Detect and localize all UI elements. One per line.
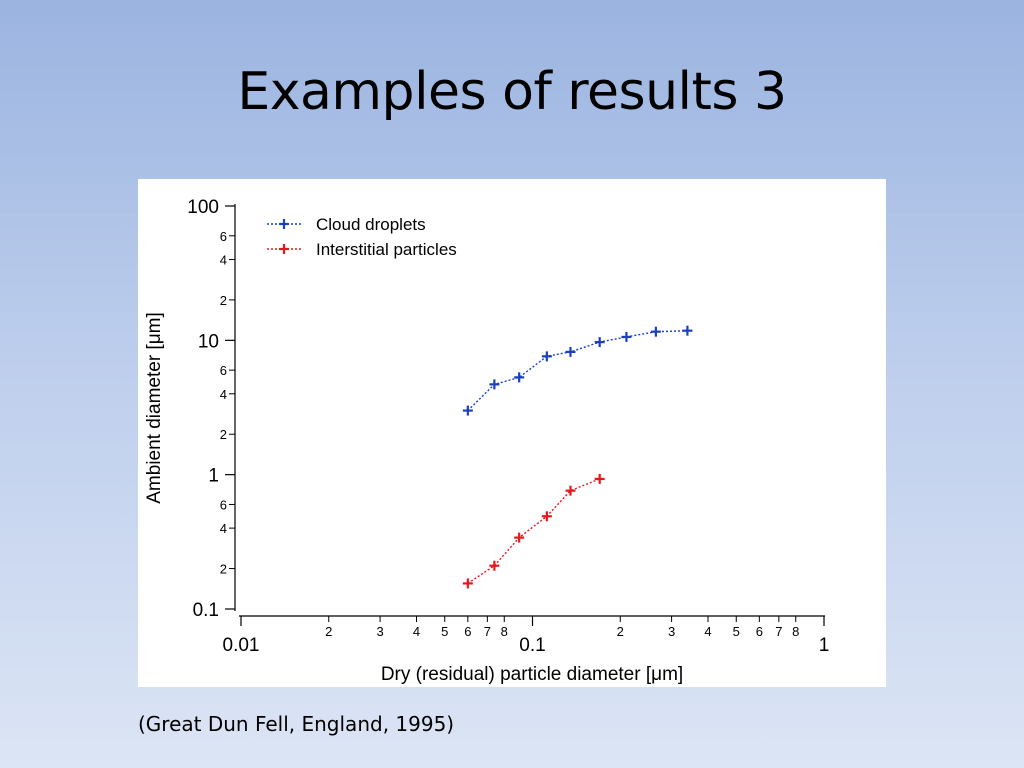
x-major-tick-label: 0.1 <box>519 635 545 656</box>
legend-item: Interstitial particles <box>267 240 457 259</box>
data-point <box>682 325 693 336</box>
series-interstitial-particles <box>462 473 605 589</box>
data-point <box>565 346 576 357</box>
x-minor-tick-label: 8 <box>792 624 799 639</box>
data-point <box>565 485 576 496</box>
data-point <box>541 351 552 362</box>
legend-item: Cloud droplets <box>267 215 426 234</box>
data-point <box>514 532 525 543</box>
x-major-tick-label: 1 <box>819 635 830 656</box>
y-major-tick-label: 100 <box>187 197 219 218</box>
data-point <box>514 372 525 383</box>
x-minor-tick-label: 3 <box>376 624 383 639</box>
x-minor-tick-label: 5 <box>441 624 448 639</box>
x-minor-tick-label: 2 <box>617 624 624 639</box>
data-point <box>594 473 605 484</box>
legend-label: Interstitial particles <box>316 240 457 259</box>
x-minor-tick-label: 6 <box>756 624 763 639</box>
data-point <box>489 379 500 390</box>
x-minor-tick-label: 6 <box>464 624 471 639</box>
y-major-tick-label: 10 <box>198 331 219 352</box>
series-cloud-droplets <box>462 325 693 416</box>
x-minor-tick-label: 2 <box>325 624 332 639</box>
series-line <box>467 330 688 412</box>
x-minor-tick-label: 5 <box>733 624 740 639</box>
data-point <box>621 331 632 342</box>
data-point <box>650 326 661 337</box>
x-minor-tick-label: 8 <box>501 624 508 639</box>
data-point <box>462 578 473 589</box>
data-point <box>541 511 552 522</box>
data-point <box>594 337 605 348</box>
y-minor-tick-label: 2 <box>220 562 227 577</box>
x-minor-tick-label: 7 <box>484 624 491 639</box>
chart-series <box>462 325 693 589</box>
chart-legend: Cloud droplets Interstitial particles <box>267 215 457 259</box>
y-major-tick-label: 0.1 <box>193 600 219 621</box>
legend-marker <box>279 244 289 254</box>
legend-marker <box>279 219 289 229</box>
x-minor-tick-label: 4 <box>413 624 420 639</box>
slide-caption: (Great Dun Fell, England, 1995) <box>138 712 455 736</box>
x-axis-label: Dry (residual) particle diameter [μm] <box>381 664 683 685</box>
y-minor-tick-label: 6 <box>220 363 227 378</box>
x-major-tick-label: 0.01 <box>223 635 260 656</box>
series-line <box>467 478 600 584</box>
y-minor-tick-label: 4 <box>220 252 227 267</box>
chart-panel: 0.01 0.1 1 2 3 4 5 6 7 8 2 3 4 5 6 7 8 0.1 1 10 100 2 4 6 2 4 6 2 4 6… <box>138 179 886 687</box>
x-minor-tick-label: 4 <box>704 624 711 639</box>
chart-svg: 0.01 0.1 12 3 4 5 6 7 8 2 3 4 5 6 7 80.1110100246246246… <box>144 197 829 685</box>
slide-title: Examples of results 3 <box>237 62 787 122</box>
y-minor-tick-label: 4 <box>220 521 227 536</box>
legend-label: Cloud droplets <box>316 215 426 234</box>
y-minor-tick-label: 2 <box>220 293 227 308</box>
y-major-tick-label: 1 <box>208 466 219 487</box>
y-axis-label: Ambient diameter [μm] <box>144 312 165 504</box>
x-minor-tick-label: 3 <box>668 624 675 639</box>
data-point <box>489 560 500 571</box>
y-minor-tick-label: 2 <box>220 427 227 442</box>
data-point <box>462 405 473 416</box>
y-minor-tick-label: 6 <box>220 497 227 512</box>
x-minor-tick-label: 7 <box>775 624 782 639</box>
y-minor-tick-label: 6 <box>220 229 227 244</box>
y-minor-tick-label: 4 <box>220 387 227 402</box>
